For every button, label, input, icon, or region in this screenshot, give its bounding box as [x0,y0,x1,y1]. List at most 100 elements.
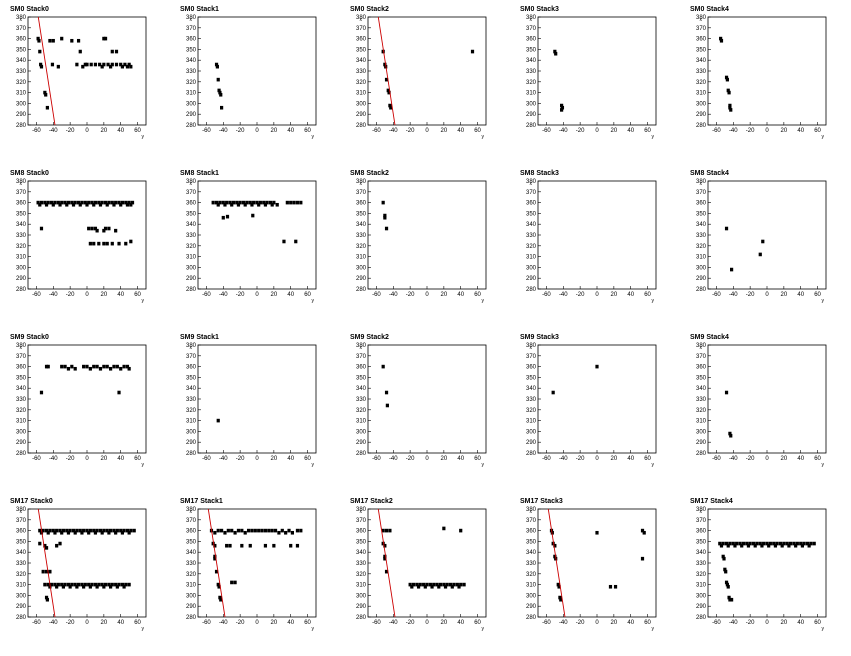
data-point [124,241,128,246]
data-point [44,202,49,207]
y-tick-label: 350 [356,47,367,53]
x-tick-label: 20 [441,456,448,462]
data-point [93,226,98,231]
x-tick-label: 40 [287,292,294,298]
chart-title: SM0 Stack4 [690,6,729,13]
y-tick-label: 320 [356,80,367,86]
data-point [260,528,264,533]
y-tick-label: 280 [186,615,197,621]
x-tick-label: -20 [576,292,585,298]
y-tick-label: 380 [356,507,367,513]
chart-svg: 280 290 300 310 320 330 340 350 360 370 380 -60 -40 -… [526,15,657,140]
data-point [114,62,119,67]
data-point [58,528,62,533]
data-point [778,541,783,546]
x-tick-label: 40 [457,292,464,298]
data-point [112,364,116,369]
data-point [102,584,106,589]
data-point [726,543,730,548]
plot-area [719,36,733,112]
data-point [114,200,118,205]
chart-title: SM17 Stack2 [350,498,393,505]
data-point [43,200,47,205]
fit-line [207,509,226,617]
y-tick-label: 350 [16,539,27,545]
data-point [93,200,98,205]
data-point [46,582,50,587]
data-point [751,541,756,546]
x-tick-label: -60 [372,128,381,134]
data-point [78,49,82,54]
x-axis-label: y [652,462,655,468]
x-tick-label: 0 [425,292,429,298]
data-point [71,202,76,207]
y-tick-label: 320 [186,80,197,86]
y-tick-label: 290 [16,604,27,610]
data-point [728,541,732,546]
data-point [411,582,416,587]
data-point [58,541,62,546]
data-point [410,584,414,589]
data-point [267,528,271,533]
y-tick-label: 310 [526,583,537,589]
x-tick-label: 40 [627,292,634,298]
chart-title: SM0 Stack0 [10,6,49,13]
y-tick-label: 280 [356,451,367,457]
data-point [384,77,389,82]
y-tick-label: 360 [526,37,537,43]
y-tick-label: 280 [186,287,197,293]
data-point [228,543,232,548]
data-point [92,364,96,369]
data-point [243,530,247,535]
data-point [75,584,79,589]
x-tick-label: 40 [287,128,294,134]
plot-area [211,200,303,244]
x-tick-label: -20 [746,292,755,298]
y-tick-label: 290 [16,112,27,118]
y-tick-label: 310 [356,419,367,425]
data-point [228,200,232,205]
data-point [43,582,47,587]
y-tick-label: 360 [186,201,197,207]
x-tick-label: -40 [559,620,568,626]
y-tick-label: 320 [16,408,27,414]
y-tick-label: 370 [16,26,27,32]
y-tick-label: 360 [356,365,367,371]
data-point [97,241,101,246]
chart-svg: 280 290 300 310 320 330 340 350 360 370 380 -60 -40 -… [186,15,317,140]
x-tick-label: -60 [372,620,381,626]
x-tick-label: -40 [219,620,228,626]
y-tick-label: 320 [526,80,537,86]
y-axis-label: x [190,181,193,187]
data-point [70,38,74,43]
x-axis-label: y [142,626,145,632]
y-tick-label: 370 [526,190,537,196]
data-point [250,528,254,533]
plot-area [718,541,816,602]
data-point [384,569,389,574]
x-tick-label: 40 [797,128,804,134]
chart-panel: SM17 Stack2 280 290 300 310 320 330 340 350 360 37… [340,492,510,656]
data-point [800,543,804,548]
x-axis-label: y [652,626,655,632]
data-point [39,64,44,69]
chart-panel: SM0 Stack0 280 290 300 310 320 330 340 350 360 370… [0,0,170,164]
data-point [726,88,730,93]
data-point [726,584,730,589]
x-tick-label: 20 [781,128,788,134]
data-point [782,541,786,546]
y-tick-label: 300 [526,101,537,107]
data-point [61,584,65,589]
data-point [230,528,234,533]
y-tick-label: 340 [16,386,27,392]
data-point [36,36,40,41]
data-point [107,582,111,587]
y-tick-label: 330 [16,397,27,403]
data-point [95,364,99,369]
data-point [46,530,50,535]
chart-title: SM0 Stack3 [520,6,559,13]
y-tick-label: 340 [16,58,27,64]
y-tick-label: 370 [16,190,27,196]
data-point [90,200,94,205]
y-tick-label: 350 [526,47,537,53]
